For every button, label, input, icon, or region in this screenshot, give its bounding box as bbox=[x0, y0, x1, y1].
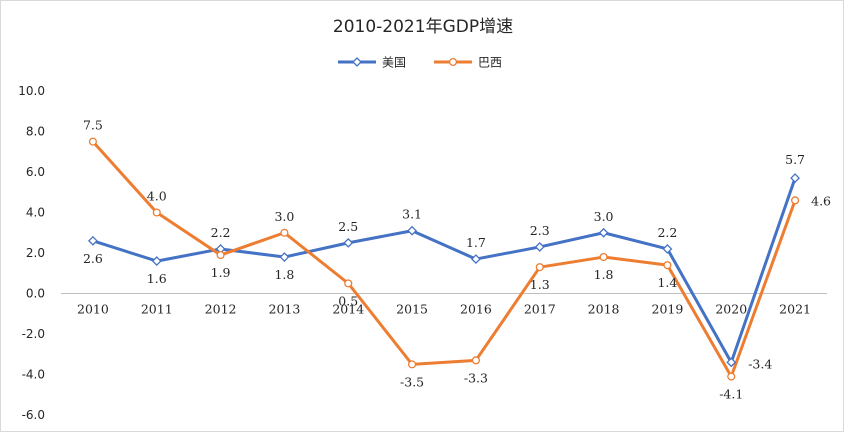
point-marker-usa bbox=[279, 252, 290, 262]
legend: 美国 巴西 bbox=[338, 56, 502, 70]
x-tick-label: 2011 bbox=[141, 302, 173, 317]
data-label-usa: 3.0 bbox=[594, 209, 614, 224]
data-label-brazil: 0.5 bbox=[338, 293, 358, 308]
data-label-brazil: 7.5 bbox=[83, 118, 103, 133]
y-tick-label: 4.0 bbox=[26, 206, 45, 220]
point-marker-brazil bbox=[535, 263, 544, 272]
x-tick-label: 2016 bbox=[460, 302, 492, 317]
point-marker-brazil bbox=[344, 279, 353, 288]
data-label-usa: 3.1 bbox=[402, 207, 422, 222]
point-marker-usa bbox=[343, 237, 354, 248]
x-tick-label: 2012 bbox=[205, 302, 237, 317]
y-tick-label: 8.0 bbox=[26, 125, 45, 139]
data-label-usa: 2.5 bbox=[338, 219, 358, 234]
data-label-brazil: -3.5 bbox=[400, 374, 424, 389]
data-label-usa: -3.4 bbox=[748, 356, 772, 371]
x-tick-label: 2021 bbox=[779, 302, 811, 317]
chart-title: 2010-2021年GDP增速 bbox=[333, 17, 513, 37]
legend-marker-brazil bbox=[448, 57, 458, 67]
legend-label: 巴西 bbox=[478, 56, 502, 70]
x-tick-label: 2019 bbox=[652, 302, 684, 317]
y-tick-label: -4.0 bbox=[22, 368, 45, 382]
series-layer bbox=[87, 137, 801, 381]
data-label-brazil: 1.4 bbox=[657, 275, 677, 290]
data-label-usa: 1.8 bbox=[274, 267, 294, 282]
point-marker-usa bbox=[151, 256, 162, 267]
point-marker-usa bbox=[470, 254, 481, 264]
data-label-usa: 2.2 bbox=[657, 225, 677, 240]
data-label-brazil: 3.0 bbox=[274, 209, 294, 224]
data-label-usa: 2.2 bbox=[211, 225, 231, 240]
point-marker-usa bbox=[407, 225, 418, 236]
x-tick-label: 2017 bbox=[524, 302, 556, 317]
point-marker-usa bbox=[534, 242, 545, 252]
x-tick-label: 2015 bbox=[396, 302, 428, 317]
legend-label: 美国 bbox=[382, 56, 406, 70]
point-marker-usa bbox=[598, 227, 609, 238]
point-marker-brazil bbox=[152, 208, 161, 217]
data-labels: 2.6 1.6 2.2 1.8 2.5 3.1 1.7 2.3 3.0 2.2 -3.4 5.7 7.5… bbox=[83, 118, 831, 402]
point-marker-usa bbox=[790, 173, 801, 183]
point-marker-usa bbox=[87, 235, 98, 246]
point-marker-brazil bbox=[216, 250, 225, 260]
x-tick-label: 2010 bbox=[77, 302, 109, 317]
y-tick-label: 0.0 bbox=[26, 287, 45, 301]
point-marker-brazil bbox=[408, 360, 417, 369]
point-marker-usa bbox=[662, 244, 673, 254]
x-tick-label: 2014 bbox=[332, 302, 364, 317]
y-tick-label: -2.0 bbox=[22, 327, 45, 341]
x-tick-label: 2018 bbox=[588, 302, 620, 317]
data-label-brazil: 1.8 bbox=[594, 267, 614, 282]
data-label-brazil: 4.0 bbox=[147, 189, 167, 204]
x-axis: 2010 2011 2012 2013 2014 2015 2016 2017 2018 2019… bbox=[61, 293, 827, 317]
point-marker-brazil bbox=[280, 228, 289, 237]
data-label-brazil: -4.1 bbox=[719, 387, 743, 402]
series-line-usa bbox=[91, 176, 797, 364]
data-label-usa: 2.6 bbox=[83, 251, 103, 266]
point-marker-brazil bbox=[471, 356, 480, 365]
x-tick-label: 2020 bbox=[715, 302, 747, 317]
point-marker-brazil bbox=[663, 261, 672, 270]
point-marker-brazil bbox=[791, 196, 800, 205]
legend-marker-usa bbox=[352, 57, 362, 67]
point-marker-usa bbox=[726, 357, 737, 368]
data-label-brazil: -3.3 bbox=[464, 370, 488, 385]
data-label-usa: 5.7 bbox=[785, 152, 805, 167]
x-tick-label: 2013 bbox=[269, 302, 301, 317]
y-tick-label: 6.0 bbox=[26, 165, 45, 179]
y-tick-label: 10.0 bbox=[18, 84, 45, 98]
data-label-usa: 1.7 bbox=[466, 235, 486, 250]
point-marker-brazil bbox=[88, 137, 97, 146]
y-axis: 10.0 8.0 6.0 4.0 2.0 0.0 -2.0 -4.0 -6.0 bbox=[18, 84, 45, 422]
series-line-brazil bbox=[91, 140, 797, 379]
data-label-brazil: 1.9 bbox=[211, 265, 231, 280]
y-tick-label: -6.0 bbox=[22, 408, 45, 422]
data-label-brazil: 4.6 bbox=[811, 193, 831, 208]
data-label-brazil: 1.3 bbox=[530, 277, 550, 292]
data-label-usa: 2.3 bbox=[530, 223, 550, 238]
point-marker-brazil bbox=[727, 372, 736, 381]
point-marker-brazil bbox=[599, 252, 608, 262]
data-label-usa: 1.6 bbox=[147, 271, 167, 286]
y-tick-label: 2.0 bbox=[26, 246, 45, 260]
